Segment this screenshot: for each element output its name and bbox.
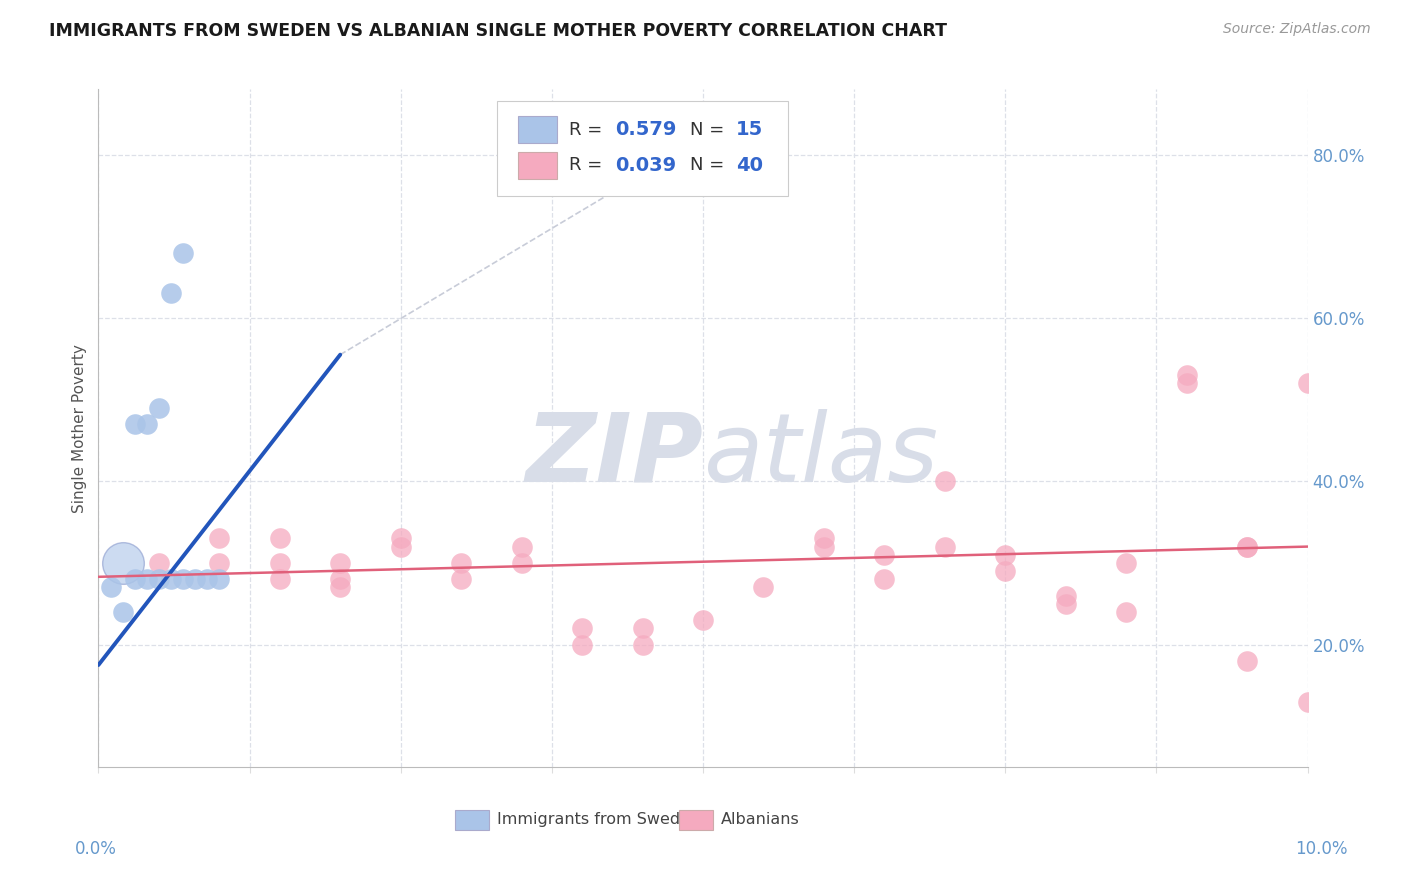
Point [1175,368,1198,382]
Point [994,548,1017,562]
Point [148,572,170,586]
Point [111,556,134,570]
Point [510,556,533,570]
Point [195,572,218,586]
Text: N =: N = [690,156,730,174]
Point [450,556,472,570]
Point [124,572,146,586]
Y-axis label: Single Mother Poverty: Single Mother Poverty [72,343,87,513]
Point [450,572,472,586]
Point [1236,540,1258,554]
Point [1054,589,1077,603]
FancyBboxPatch shape [498,101,787,195]
Point [813,532,835,546]
Point [269,572,291,586]
Point [510,540,533,554]
Point [873,572,896,586]
Text: N =: N = [690,121,730,139]
Text: atlas: atlas [703,409,938,502]
Point [269,556,291,570]
Point [1296,695,1319,709]
Point [135,417,157,431]
Point [160,286,183,301]
Text: Albanians: Albanians [721,813,800,828]
Point [934,475,956,489]
Point [1175,376,1198,391]
Text: 40: 40 [735,155,762,175]
Point [172,245,194,260]
Text: 0.579: 0.579 [614,120,676,139]
Text: 0.039: 0.039 [614,155,676,175]
Point [329,581,352,595]
Point [148,556,170,570]
Point [124,417,146,431]
Point [329,572,352,586]
Point [100,581,122,595]
FancyBboxPatch shape [679,810,713,830]
Point [1296,376,1319,391]
Text: IMMIGRANTS FROM SWEDEN VS ALBANIAN SINGLE MOTHER POVERTY CORRELATION CHART: IMMIGRANTS FROM SWEDEN VS ALBANIAN SINGL… [49,22,948,40]
Point [208,532,231,546]
Text: Immigrants from Sweden: Immigrants from Sweden [498,813,700,828]
Point [269,532,291,546]
Point [208,572,231,586]
Point [135,572,157,586]
Point [1115,556,1137,570]
Text: ZIP: ZIP [524,409,703,502]
Text: 15: 15 [735,120,763,139]
Point [813,540,835,554]
Point [111,605,134,619]
Point [1115,605,1137,619]
Point [571,621,593,635]
FancyBboxPatch shape [517,152,557,178]
Point [1236,540,1258,554]
Point [631,638,654,652]
Point [148,401,170,415]
Text: Source: ZipAtlas.com: Source: ZipAtlas.com [1223,22,1371,37]
Point [329,556,352,570]
Text: R =: R = [569,121,607,139]
Point [208,556,231,570]
Point [571,638,593,652]
Point [160,572,183,586]
Point [1054,597,1077,611]
Point [934,540,956,554]
Point [994,564,1017,578]
Point [692,613,714,627]
Point [1236,654,1258,668]
Point [389,540,412,554]
Point [184,572,207,586]
Point [752,581,775,595]
Point [631,621,654,635]
Text: 10.0%: 10.0% [1295,840,1348,858]
Point [873,548,896,562]
FancyBboxPatch shape [456,810,489,830]
Point [172,572,194,586]
Text: 0.0%: 0.0% [75,840,117,858]
Text: R =: R = [569,156,607,174]
FancyBboxPatch shape [517,116,557,144]
Point [389,532,412,546]
